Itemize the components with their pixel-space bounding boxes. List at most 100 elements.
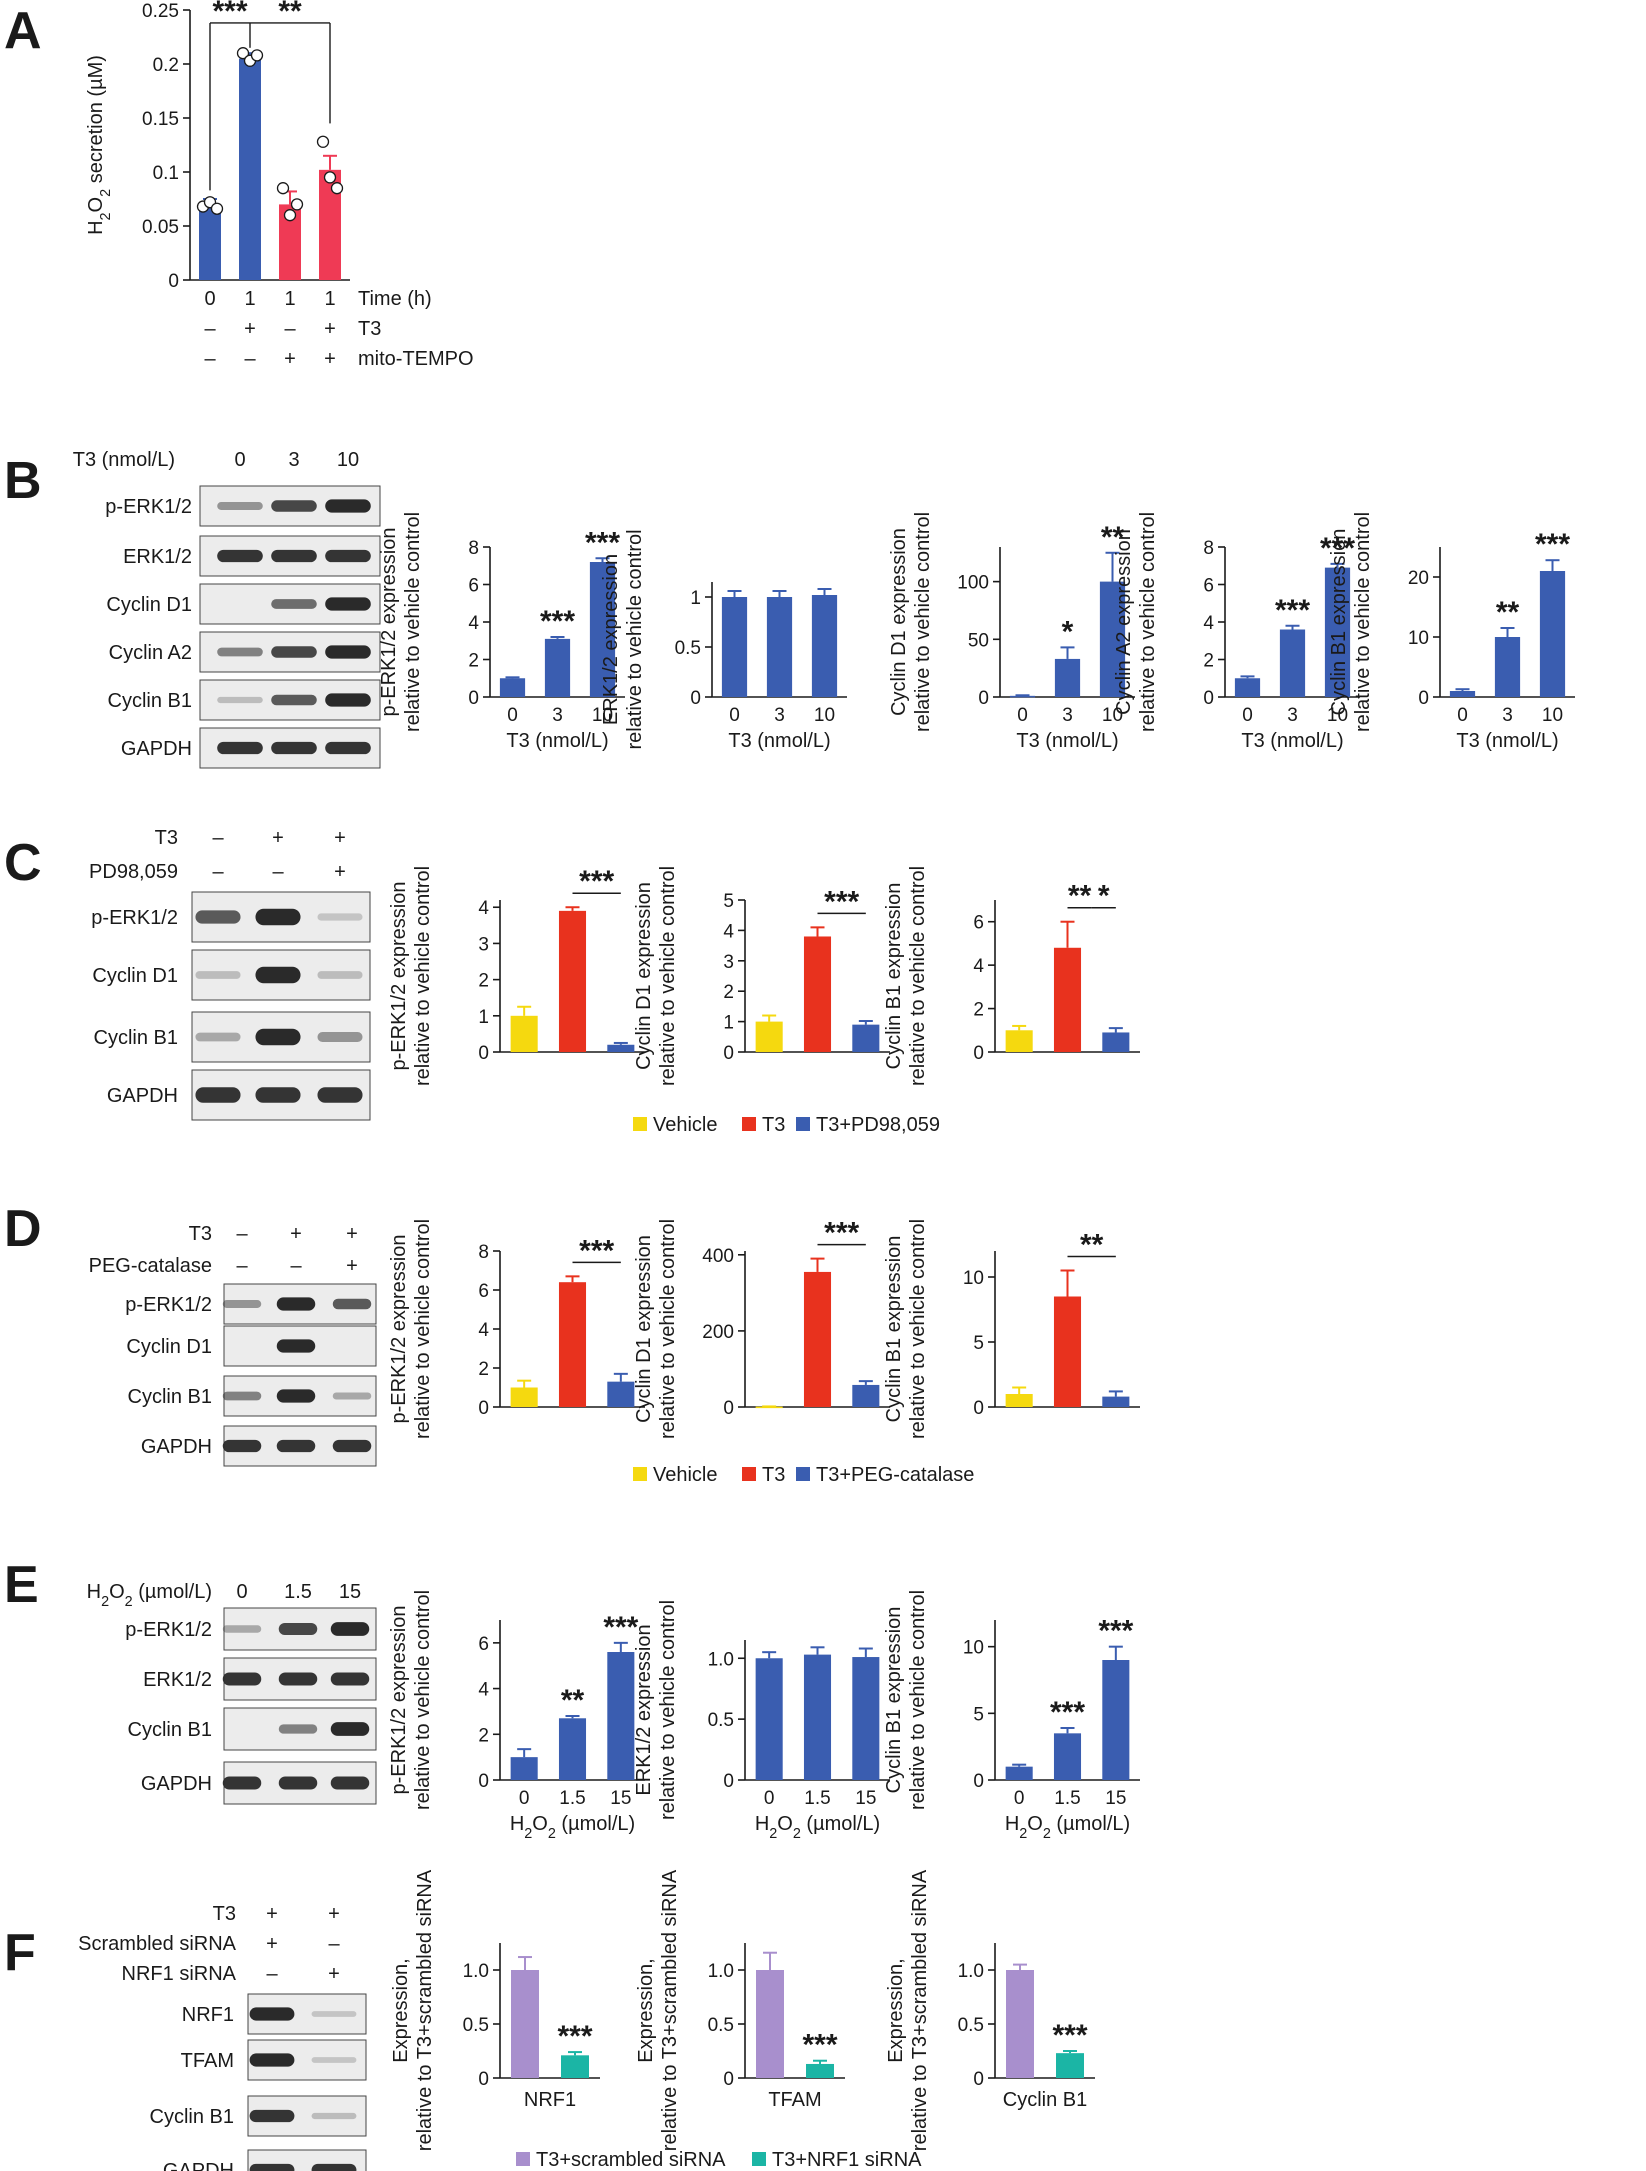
blot-band — [332, 1298, 372, 1310]
bar — [721, 597, 748, 697]
y-axis-label-line: Cyclin D1 expression — [633, 882, 655, 1070]
y-tick-label: 8 — [478, 1242, 489, 1263]
bar — [1279, 629, 1306, 697]
y-axis-label-line: relative to T3+scrambled siRNA — [659, 1869, 681, 2151]
panel-letter: C — [4, 834, 42, 892]
y-tick-label: 0 — [478, 1043, 489, 1064]
x-axis-label: T3 (nmol/L) — [1241, 730, 1343, 752]
bar — [1056, 2053, 1084, 2078]
y-tick-label: 0 — [973, 1771, 984, 1792]
bar — [852, 1024, 880, 1052]
chart-C3: 0 2 4 6 ** * Cyclin B1 expression relative to v… — [883, 866, 1140, 1086]
panel-E: E H2O2 (µmol/L) 0 1.5 15 p-ERK1/2 ERK1/2 Cyclin… — [4, 1556, 1140, 1842]
blot-band — [325, 597, 371, 611]
panel-D: D T3 – + + PEG-catalase – – + p-ERK1/2 Cyclin D1 Cy… — [4, 1200, 1140, 1486]
blot-row-label: GAPDH — [141, 1773, 212, 1795]
y-tick-label: 100 — [957, 573, 989, 594]
blot-band — [255, 908, 301, 926]
legend-label: Vehicle — [653, 1114, 718, 1136]
treatment-value: – — [236, 1255, 248, 1277]
blot-row-label: p-ERK1/2 — [91, 907, 178, 929]
treatment-value: + — [272, 827, 284, 849]
blot-row-label: GAPDH — [141, 1436, 212, 1458]
y-axis-label-line: Expression, — [635, 1958, 657, 2063]
blot-band — [276, 1297, 316, 1311]
y-tick-label: 2 — [468, 651, 479, 672]
bar — [607, 1381, 635, 1407]
bar — [510, 1757, 538, 1780]
bar — [544, 638, 571, 697]
row-value: + — [284, 348, 296, 370]
panel-letter: E — [4, 1556, 39, 1614]
y-axis-label-line: relative to vehicle control — [402, 512, 424, 732]
blot-strip — [223, 1325, 377, 1367]
bar — [511, 1970, 539, 2078]
y-tick-label: 1.0 — [958, 1961, 984, 1982]
bar — [239, 58, 261, 280]
x-tick-label: 15 — [855, 1788, 876, 1809]
panel-A: A 0 0.05 0.1 0.15 0.2 0.25 H2O2 secretion (µM) *… — [4, 0, 474, 370]
y-tick-label: 4 — [478, 1680, 489, 1701]
y-axis-label: ERK1/2 expression relative to vehicle con… — [633, 1600, 679, 1820]
blot-band — [311, 2163, 357, 2171]
y-tick-label: 0 — [690, 688, 701, 709]
x-axis-label: T3 (nmol/L) — [1016, 730, 1118, 752]
row-value: – — [204, 348, 216, 370]
y-axis-label-line: Cyclin B1 expression — [883, 1236, 905, 1423]
y-axis-label-line: ERK1/2 expression — [600, 554, 622, 725]
blot-band — [255, 1028, 301, 1046]
y-axis-label-line: p-ERK1/2 expression — [388, 1235, 410, 1424]
y-axis-label: Expression, relative to T3+scrambled siRN… — [390, 1869, 436, 2151]
x-tick-label: 0 — [764, 1788, 775, 1809]
blot-band — [311, 2112, 357, 2120]
bar — [1099, 581, 1126, 697]
treatment-value: – — [290, 1255, 302, 1277]
y-axis-label-line: relative to vehicle control — [624, 529, 646, 749]
bar — [1053, 1296, 1082, 1407]
y-tick-label: 0 — [973, 1043, 984, 1064]
y-tick-label: 0.05 — [142, 217, 179, 238]
x-tick-label: 10 — [1542, 705, 1563, 726]
y-axis-label-line: relative to vehicle control — [657, 1600, 679, 1820]
legend-swatch — [633, 1117, 647, 1131]
x-tick-label: 15 — [610, 1788, 631, 1809]
chart-C2: 0 1 2 3 4 5 *** Cyclin D1 expression relative to… — [633, 866, 890, 1086]
significance-label: *** — [1098, 1615, 1133, 1648]
x-axis-label: TFAM — [768, 2089, 821, 2111]
blot-band — [325, 741, 371, 755]
y-tick-label: 4 — [723, 921, 734, 942]
y-axis-label-line: relative to vehicle control — [412, 1590, 434, 1810]
y-tick-label: 4 — [468, 613, 479, 634]
blot-band — [325, 549, 371, 563]
y-axis-label-line: relative to vehicle control — [412, 866, 434, 1086]
panel-letter: D — [4, 1200, 42, 1258]
significance-label: * — [1062, 615, 1074, 648]
blot-band — [222, 1672, 262, 1686]
blot-row-label: Cyclin B1 — [128, 1719, 212, 1741]
y-axis-label-line: relative to vehicle control — [912, 512, 934, 732]
panel-letter: B — [4, 452, 42, 510]
blot-header-value: 15 — [339, 1581, 361, 1603]
significance-label: *** — [1052, 2019, 1087, 2052]
y-tick-label: 10 — [963, 1638, 984, 1659]
blot-row-label: Cyclin B1 — [128, 1386, 212, 1408]
treatment-label: Scrambled siRNA — [78, 1933, 236, 1955]
chart-F3: 0 0.5 1.0 *** Cyclin B1 Expression, relative t… — [885, 1869, 1095, 2151]
x-tick-label: 10 — [592, 705, 613, 726]
blot-band — [217, 741, 263, 755]
blot-band — [276, 1439, 316, 1453]
y-axis-label-line: Cyclin D1 expression — [888, 528, 910, 716]
western-blot: NRF1 TFAM Cyclin B1 GAPDH — [150, 1993, 367, 2171]
y-axis-label-line: relative to T3+scrambled siRNA — [414, 1869, 436, 2151]
y-axis-label-line: relative to vehicle control — [907, 1219, 929, 1439]
treatment-value: + — [334, 861, 346, 883]
y-tick-label: 5 — [723, 891, 734, 912]
significance-label: *** — [1320, 532, 1355, 565]
x-tick-label: 0 — [1017, 705, 1028, 726]
western-blot: p-ERK1/2 Cyclin D1 Cyclin B1 GAPDH — [125, 1283, 377, 1467]
bar — [1324, 567, 1351, 697]
significance-label: *** — [212, 0, 247, 28]
bar — [803, 936, 832, 1052]
